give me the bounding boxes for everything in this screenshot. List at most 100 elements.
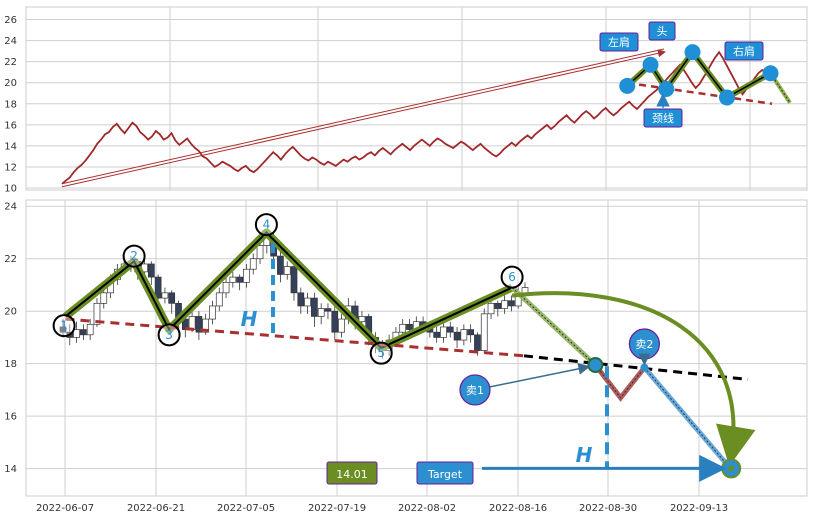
sell-1-pointer [489,362,591,388]
candle-body [487,302,495,315]
top-y-tick-label: 10 [4,184,17,195]
overview-label: 左肩 [608,35,630,49]
trend-arrow [61,48,665,185]
pattern-point-label: 6 [508,270,516,284]
overview-label: 右肩 [733,44,755,58]
top-y-tick-label: 14 [4,141,17,152]
candle-body [297,292,305,307]
bottom-x-tick-label: 2022-07-19 [308,503,366,514]
candle-body [304,297,311,307]
candle-body [154,276,162,299]
candle-body [338,318,345,333]
candle-body [446,326,454,333]
top-panel [25,6,808,191]
candle-body [317,308,325,317]
bottom-x-tick-label: 2022-06-21 [127,503,185,514]
sell-label: 卖2 [635,338,653,351]
candle-body [222,281,230,294]
bottom-y-tick-label: 16 [4,412,17,423]
bottom-y-ticks: 14 16 18 20 22 24 [4,202,17,475]
bottom-x-tick-label: 2022-07-05 [217,503,275,514]
sell-path-3-dots [644,367,726,463]
pattern-point-circle [500,265,524,289]
candle-body [236,276,243,283]
overview-point [684,44,701,61]
detail-neckline [65,317,525,358]
overview-neckline [627,81,773,106]
overview-price-line [61,50,771,185]
candle-body [311,297,318,317]
overview-label-box [599,32,639,52]
candle-body [59,326,67,333]
top-y-tick-label: 22 [4,57,17,68]
overview-label: 颈线 [652,111,674,125]
candle-body [147,263,155,278]
target-label: Target [427,468,463,481]
target-value: 14.01 [336,468,368,481]
projection-arrow [511,291,756,467]
overview-point [642,56,659,73]
sell-2-dot [640,363,649,372]
pattern-point-label: 1 [60,319,68,333]
pattern-point-circle [52,314,76,338]
target-dot-inner [728,465,735,472]
candle-body [195,316,203,333]
overview-point [719,89,735,106]
overview-point [619,77,636,94]
candle-body [93,302,101,325]
candle-body [494,302,502,309]
bottom-x-tick-label: 2022-08-16 [489,503,547,514]
top-y-tick-label: 18 [4,99,17,110]
candle-body [480,313,488,351]
candle-body [80,329,87,336]
overview-label-box [724,41,764,61]
candle-body [73,329,80,338]
candle-body [474,334,481,351]
candle-body [440,326,447,338]
bottom-x-tick-label: 2022-06-07 [36,503,94,514]
pattern-point-label: 3 [165,328,173,342]
candle-body [256,245,264,260]
overview-point [658,81,675,98]
overview-point [762,65,779,82]
pattern-point-label: 4 [263,218,271,232]
sell-1-dot [587,356,604,373]
candle-body [501,300,508,309]
candle-body [358,316,366,323]
candle-body [209,305,216,320]
sell-path-2-dots [595,364,645,399]
trend-arrow-lower [61,49,666,188]
h-label-2: H [576,443,593,467]
top-y-tick-label: 16 [4,120,17,131]
bottom-x-tick-label: 2022-08-30 [579,503,637,514]
bottom-y-tick-label: 14 [4,464,17,475]
top-y-tick-label: 26 [4,15,17,26]
detail-neckline-ext [523,354,749,381]
sell-label-circle [459,374,491,406]
target-value-box [326,461,378,485]
candle-body [168,292,176,304]
candle-body [508,300,515,307]
candle-body [249,258,257,270]
candle-body [460,329,468,341]
pattern-point-circle [122,244,146,268]
candle-body [399,323,407,333]
pattern-point-circle [369,341,393,365]
top-y-ticks: 10 12 14 16 18 20 22 24 26 [4,15,17,194]
sell-label: 卖1 [466,384,484,397]
overview-labels: 左肩 头颈线 右肩 [599,21,764,128]
candle-body [161,292,169,299]
candle-body [433,331,441,338]
bottom-y-tick-label: 22 [4,254,17,265]
candle-body [283,266,291,275]
top-y-tick-label: 20 [4,78,17,89]
bottom-x-tick-label: 2022-09-13 [670,503,728,514]
top-y-tick-label: 12 [4,162,17,173]
candle-body [202,318,210,333]
top-y-tick-label: 24 [4,36,17,47]
candle-body [467,329,474,336]
pattern-point-circle [254,213,278,237]
candle-body [277,255,284,275]
candle-body [331,310,339,333]
